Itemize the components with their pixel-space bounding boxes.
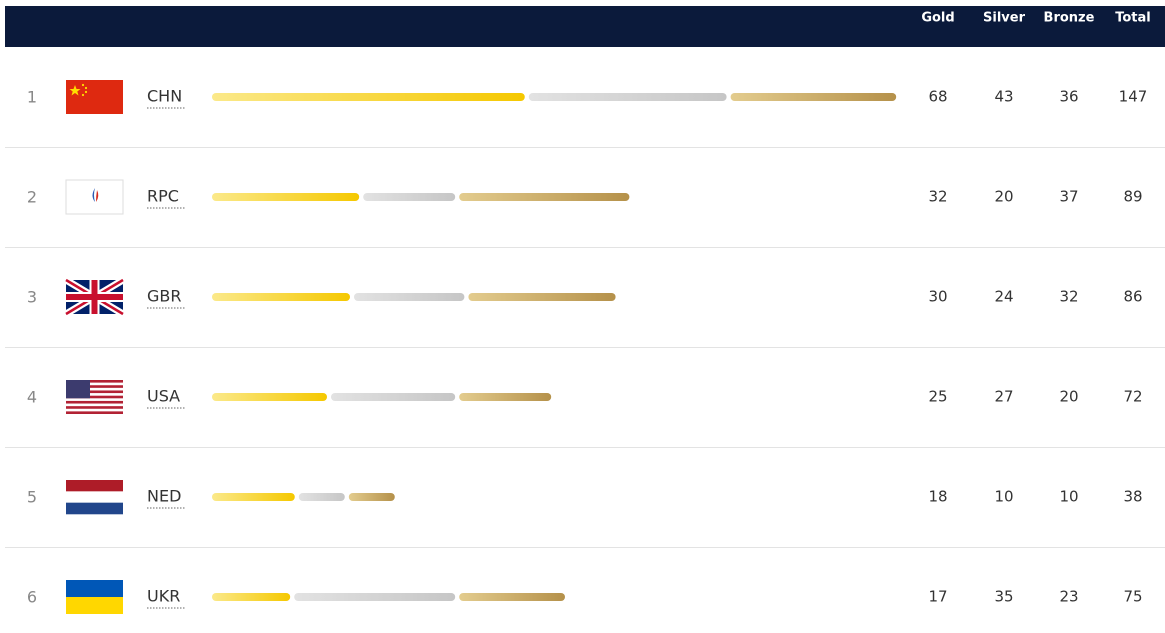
flag-stripe [66,491,123,503]
header-bar [5,6,1165,47]
gold-count: 32 [928,188,947,206]
flag-stripe [66,580,123,597]
gold-bar [212,93,525,101]
gold-count: 68 [928,88,947,106]
column-header: Total [1115,11,1151,26]
country-code[interactable]: NED [147,487,181,506]
rank: 1 [27,88,37,107]
column-header: Bronze [1044,11,1095,26]
silver-count: 24 [994,288,1013,306]
flag-stripe [66,390,123,394]
bronze-bar [459,393,552,401]
table-row: 3 GBR 30 24 32 86 [5,276,1165,348]
total-count: 38 [1123,488,1142,506]
silver-count: 27 [994,388,1013,406]
gold-count: 25 [928,388,947,406]
table-row: 5 NED 18 10 10 38 [5,480,1165,548]
country-code[interactable]: USA [147,387,180,406]
flag-stripe [66,480,123,492]
column-header: Silver [983,11,1026,26]
flag-stripe [66,502,123,515]
bronze-count: 10 [1059,488,1078,506]
flag-logo [92,188,95,202]
table-row: 1 CHN 68 43 36 147 [5,80,1165,148]
rank: 4 [27,388,37,407]
country-code[interactable]: CHN [147,87,182,106]
flag-star [69,85,81,96]
flag-star [84,90,88,94]
bronze-bar [730,93,897,101]
gold-bar [212,393,327,401]
bronze-bar [459,593,565,601]
flag-canton [66,380,90,399]
total-count: 89 [1123,188,1142,206]
table-row: 6 UKR 17 35 23 75 [27,580,1143,614]
flag-stripe [66,597,123,614]
flag-stripe [66,395,123,399]
flag-star [84,86,88,90]
silver-bar [363,193,456,201]
total-count: 72 [1123,388,1142,406]
country-code[interactable]: UKR [147,587,180,606]
flag [64,276,125,318]
rank: 6 [27,588,37,607]
flag-stripe [66,380,123,383]
silver-count: 20 [994,188,1013,206]
flag-field [66,80,123,114]
gold-count: 18 [928,488,947,506]
bronze-count: 32 [1059,288,1078,306]
flag-star [81,83,85,87]
flag-field [65,179,124,215]
rank: 3 [27,288,37,307]
flag-stripe [66,406,123,409]
silver-count: 43 [994,88,1013,106]
silver-count: 10 [994,488,1013,506]
bronze-bar [348,493,395,501]
bronze-count: 36 [1059,88,1078,106]
gold-bar [212,193,360,201]
total-count: 147 [1119,88,1148,106]
flag-stripe [66,411,123,414]
gold-count: 30 [928,288,947,306]
column-header: Gold [921,11,954,26]
gold-bar [212,293,350,301]
flag [66,380,123,414]
silver-count: 35 [994,588,1013,606]
silver-bar [331,393,456,401]
bronze-count: 23 [1059,588,1078,606]
flag-logo [96,190,99,202]
flag-stripe [66,400,123,404]
bronze-bar [468,293,616,301]
total-count: 86 [1123,288,1142,306]
rank: 5 [27,488,37,507]
bronze-count: 37 [1059,188,1078,206]
bronze-count: 20 [1059,388,1078,406]
silver-bar [298,493,345,501]
silver-bar [354,293,465,301]
gold-count: 17 [928,588,947,606]
rank: 2 [27,188,37,207]
silver-bar [294,593,456,601]
flag-stripe [66,385,123,388]
country-code[interactable]: RPC [147,187,179,206]
flag [66,480,123,515]
gold-bar [212,593,291,601]
flag [66,580,123,614]
gold-bar [212,493,295,501]
flag-cross [66,280,123,314]
flag [66,80,123,114]
bronze-bar [459,193,630,201]
table-row: 4 USA 25 27 20 72 [5,380,1165,448]
silver-bar [528,93,727,101]
country-code[interactable]: GBR [147,287,182,306]
total-count: 75 [1123,588,1142,606]
flag [65,179,124,215]
flag-star [81,93,85,97]
table-row: 2 RPC 32 20 37 89 [5,179,1165,248]
